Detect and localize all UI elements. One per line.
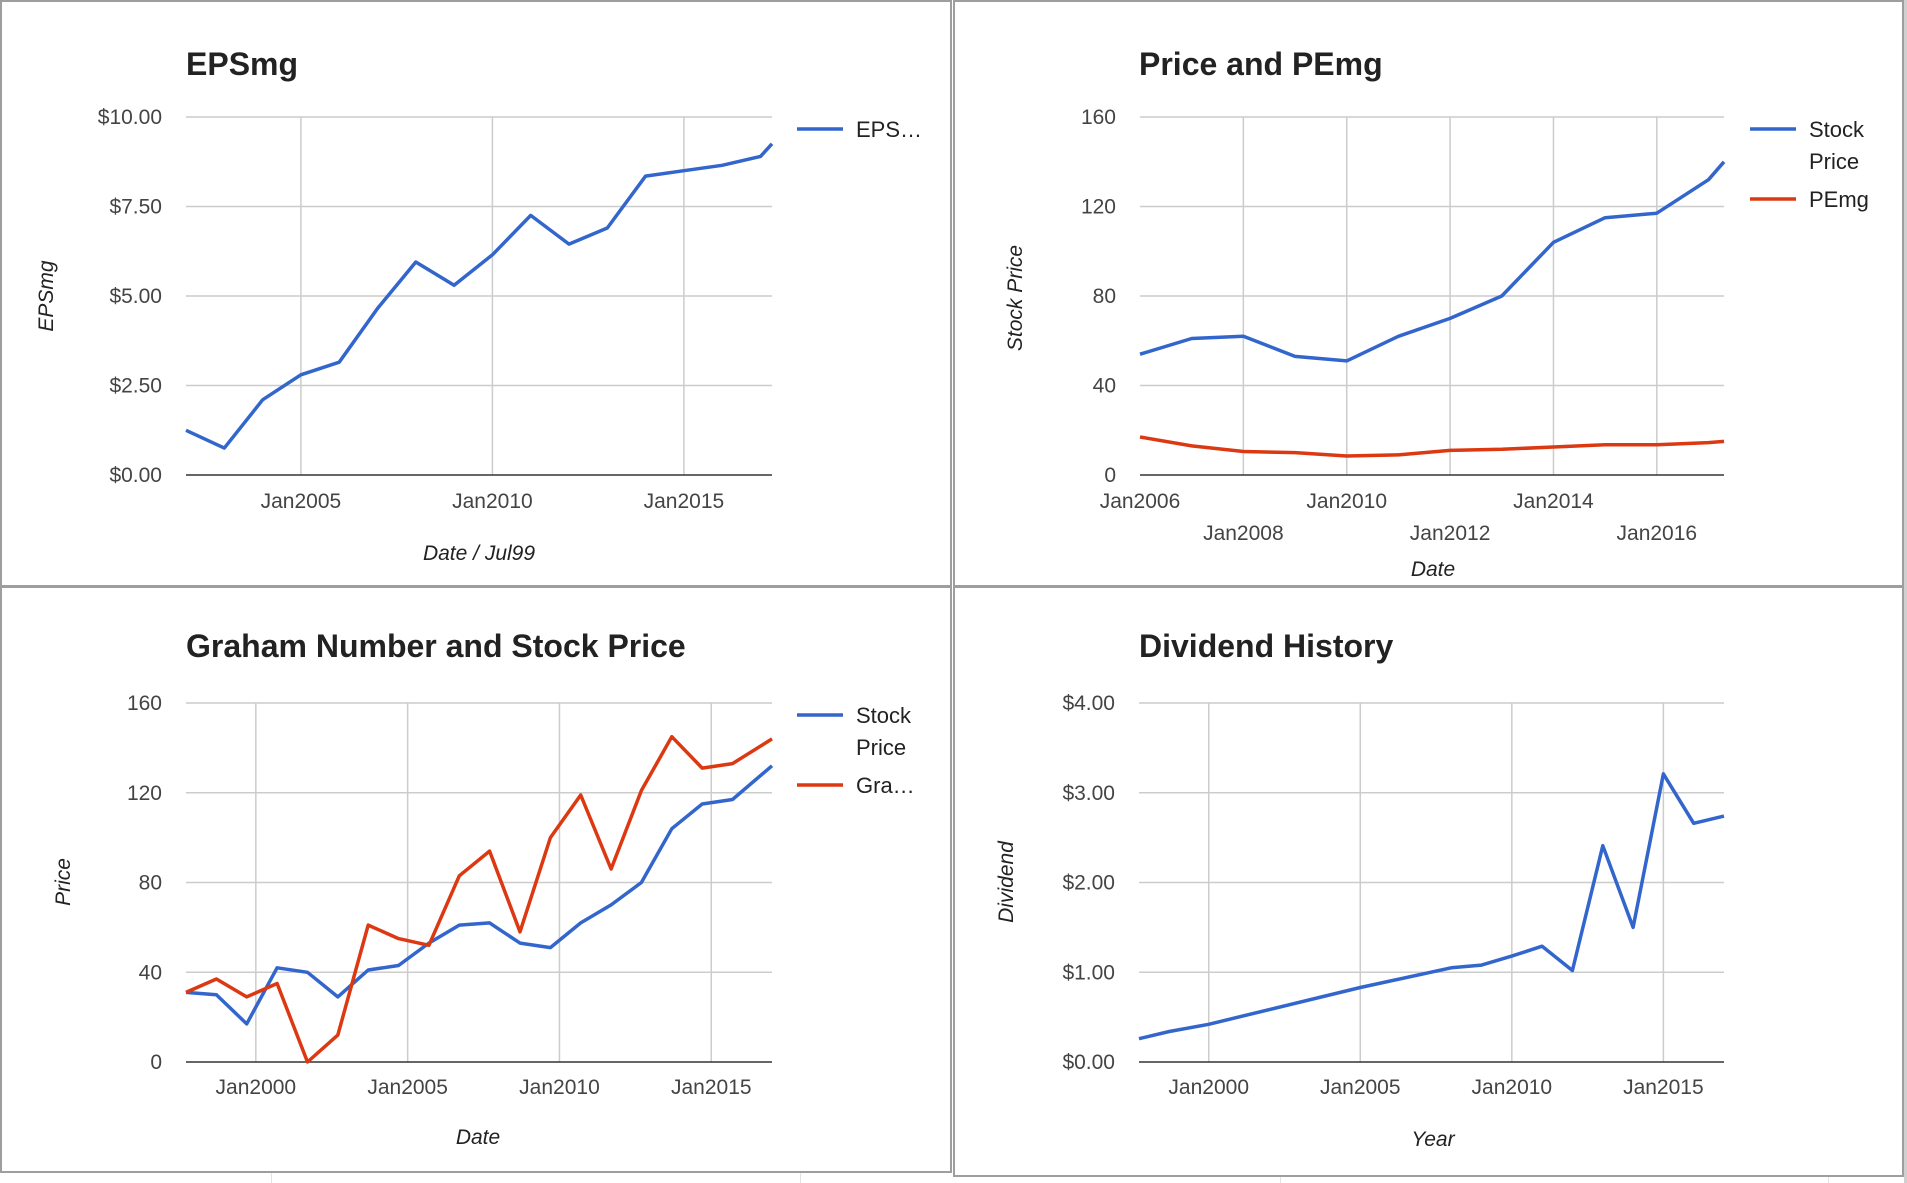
y-tick-label: $1.00 (1062, 961, 1115, 984)
y-tick-label: $3.00 (1062, 782, 1115, 805)
y-tick-label: 80 (139, 872, 162, 895)
y-tick-label: 40 (1093, 375, 1116, 398)
x-axis-title: Year (1411, 1128, 1455, 1151)
series-line (185, 764, 774, 1026)
sheet-gridline (800, 1172, 801, 1183)
chart-dividend-history[interactable]: Dividend History $0.00 $1.00 $2.00 $3.00 $4.… (953, 586, 1904, 1177)
x-axis-title: Date / Jul99 (423, 542, 535, 565)
y-tick-label: 120 (127, 782, 162, 805)
series-group (185, 734, 774, 1064)
x-tick-label: Jan2000 (1168, 1076, 1249, 1099)
legend-label: PEmg (1809, 187, 1869, 212)
y-axis-title: Price (52, 858, 75, 906)
legend-label: Stock (1809, 117, 1865, 142)
x-tick-labels: Jan2006 Jan2008 Jan2010 Jan2012 Jan2014 Jan20… (1100, 490, 1697, 545)
gridlines (186, 702, 772, 1063)
legend-label: Stock (856, 703, 912, 728)
y-tick-labels: 0 40 80 120 160 (127, 692, 162, 1074)
gridlines (1140, 116, 1724, 476)
sheet-gridline (1828, 1176, 1829, 1183)
y-tick-label: $2.00 (1062, 872, 1115, 895)
y-tick-label: 120 (1081, 196, 1116, 219)
y-tick-label: 160 (127, 692, 162, 715)
x-tick-label: Jan2008 (1203, 522, 1284, 545)
series-line (185, 142, 774, 450)
x-axis-title: Date (1411, 558, 1455, 581)
chart-graham-number-and-stock-price[interactable]: Graham Number and Stock Price 0 40 80 120 16… (0, 586, 952, 1173)
y-tick-label: $0.00 (1062, 1051, 1115, 1074)
sheet-gridline (1904, 0, 1907, 1183)
chart-title: EPSmg (186, 46, 298, 82)
series-group (185, 142, 774, 450)
chart-title: Price and PEmg (1139, 46, 1383, 82)
y-tick-label: 80 (1093, 285, 1116, 308)
y-tick-label: $5.00 (109, 285, 162, 308)
series-line (1138, 772, 1725, 1041)
chart-svg: Dividend History $0.00 $1.00 $2.00 $3.00 $4.… (995, 628, 1725, 1151)
y-tick-label: $10.00 (98, 106, 162, 129)
gridlines (1139, 702, 1724, 1063)
y-tick-label: $0.00 (109, 464, 162, 487)
legend-label: Gra… (856, 773, 915, 798)
y-tick-label: $4.00 (1062, 692, 1115, 715)
x-tick-label: Jan2015 (1623, 1076, 1704, 1099)
x-tick-label: Jan2010 (1472, 1076, 1553, 1099)
legend-label: Price (1809, 149, 1859, 174)
x-tick-label: Jan2000 (216, 1076, 297, 1099)
chart-price-and-pemg[interactable]: Price and PEmg 0 40 80 120 160 Jan2006 Jan200… (953, 0, 1904, 587)
y-tick-label: $7.50 (109, 196, 162, 219)
y-tick-labels: 0 40 80 120 160 (1081, 106, 1116, 487)
sheet-gridline (271, 1172, 272, 1183)
chart-svg: EPSmg $0.00 $2.50 $5.00 $7.50 $10.00 Jan2005… (35, 46, 922, 565)
x-tick-label: Jan2012 (1410, 522, 1491, 545)
x-tick-label: Jan2010 (519, 1076, 600, 1099)
y-axis-title: EPSmg (35, 260, 58, 332)
y-axis-title: Stock Price (1004, 245, 1027, 351)
y-tick-labels: $0.00 $1.00 $2.00 $3.00 $4.00 (1062, 692, 1115, 1074)
x-axis-title: Date (456, 1126, 500, 1149)
chart-epsmg[interactable]: EPSmg $0.00 $2.50 $5.00 $7.50 $10.00 Jan2005… (0, 0, 952, 587)
x-tick-label: Jan2014 (1513, 490, 1594, 513)
series-line (185, 734, 773, 1064)
y-tick-label: $2.50 (109, 375, 162, 398)
x-tick-labels: Jan2000 Jan2005 Jan2010 Jan2015 (216, 1076, 752, 1099)
legend-label: EPS… (856, 117, 922, 142)
series-line (1139, 160, 1726, 363)
x-tick-label: Jan2010 (1306, 490, 1387, 513)
x-tick-label: Jan2010 (452, 490, 533, 513)
legend[interactable]: Stock Price Gra… (797, 703, 915, 798)
x-tick-labels: Jan2000 Jan2005 Jan2010 Jan2015 (1168, 1076, 1703, 1099)
x-tick-label: Jan2006 (1100, 490, 1181, 513)
legend[interactable]: EPS… (797, 117, 922, 142)
chart-title: Graham Number and Stock Price (186, 628, 686, 664)
y-tick-labels: $0.00 $2.50 $5.00 $7.50 $10.00 (98, 106, 162, 487)
y-tick-label: 0 (150, 1051, 162, 1074)
x-tick-label: Jan2005 (261, 490, 342, 513)
chart-title: Dividend History (1139, 628, 1393, 664)
y-tick-label: 40 (139, 961, 162, 984)
legend-label: Price (856, 735, 906, 760)
y-tick-label: 0 (1104, 464, 1116, 487)
gridlines (186, 116, 772, 476)
x-tick-labels: Jan2005 Jan2010 Jan2015 (261, 490, 725, 513)
y-axis-title: Dividend (995, 840, 1018, 923)
series-line (1139, 435, 1725, 458)
legend[interactable]: Stock Price PEmg (1750, 117, 1869, 212)
sheet-gridline (1280, 1176, 1281, 1183)
x-tick-label: Jan2015 (671, 1076, 752, 1099)
y-tick-label: 160 (1081, 106, 1116, 129)
x-tick-label: Jan2015 (644, 490, 725, 513)
chart-svg: Graham Number and Stock Price 0 40 80 120 16… (52, 628, 915, 1149)
series-group (1139, 160, 1726, 458)
x-tick-label: Jan2005 (1320, 1076, 1401, 1099)
x-tick-label: Jan2016 (1617, 522, 1698, 545)
x-tick-label: Jan2005 (367, 1076, 448, 1099)
series-group (1138, 772, 1725, 1041)
